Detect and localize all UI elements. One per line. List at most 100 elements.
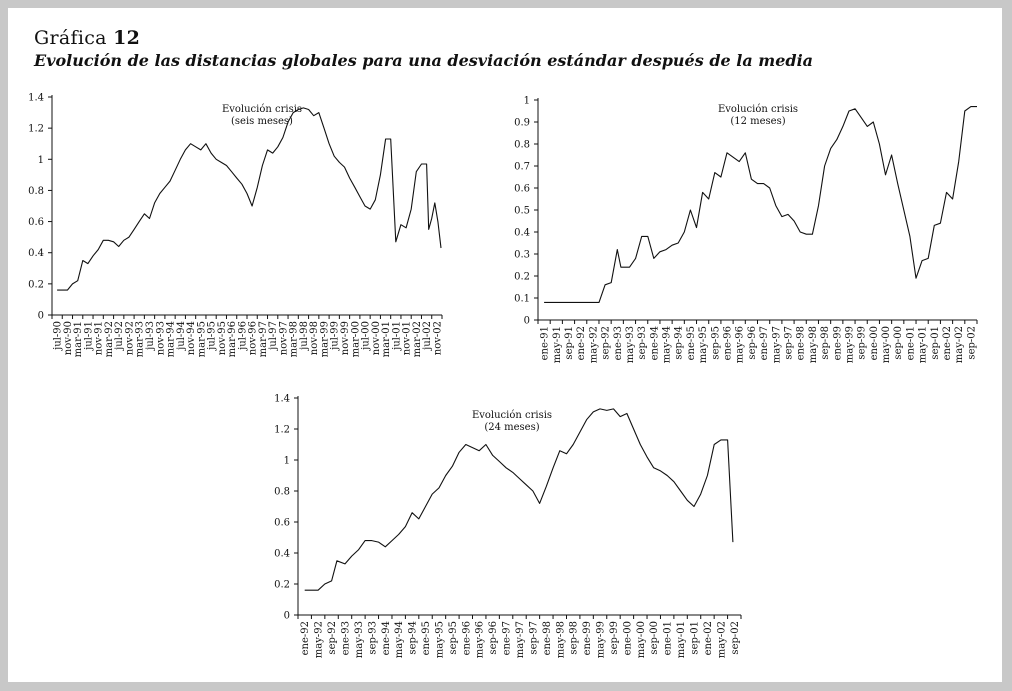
x-tick-label: sep-99 (609, 621, 620, 655)
y-tick-label: 0.8 (274, 487, 290, 498)
x-tick-label: may-98 (555, 621, 566, 658)
x-tick-label: sep-00 (649, 621, 660, 655)
x-tick-label: sep-02 (966, 326, 977, 360)
x-tick-label: sep-96 (488, 621, 499, 655)
x-tick-label: mar-95 (196, 321, 207, 357)
y-tick-label: 0.3 (514, 250, 530, 261)
x-tick-label: nov-94 (186, 321, 197, 355)
x-tick-label: may-00 (636, 621, 647, 658)
y-tick-label: 0.4 (274, 549, 290, 560)
chart-annotation: Evolución crisis (718, 104, 798, 115)
x-tick-label: nov-00 (371, 321, 382, 355)
x-tick-label: sep-91 (564, 326, 575, 360)
x-tick-label: may-94 (394, 621, 405, 658)
x-tick-label: ene-01 (905, 326, 916, 360)
x-tick-label: nov-96 (248, 321, 259, 355)
x-tick-label: sep-02 (730, 621, 741, 655)
x-tick-label: nov-98 (309, 321, 320, 355)
x-tick-label: jul-97 (268, 321, 279, 351)
y-tick-label: 0.2 (274, 580, 290, 591)
x-tick-label: may-99 (845, 326, 856, 363)
x-tick-label: sep-01 (690, 621, 701, 655)
x-tick-label: sep-99 (857, 326, 868, 360)
x-tick-label: ene-97 (759, 326, 770, 360)
y-tick-label: 0.9 (514, 118, 530, 129)
x-tick-label: may-98 (808, 326, 819, 363)
x-tick-label: jul-90 (53, 321, 64, 351)
x-tick-label: may-94 (662, 326, 673, 363)
chart-annotation: Evolución crisis (472, 410, 552, 421)
x-tick-label: ene-92 (576, 326, 587, 360)
y-tick-label: 0.8 (514, 140, 530, 151)
x-tick-label: jul-92 (114, 321, 125, 351)
x-tick-label: mar-94 (166, 321, 177, 357)
y-tick-label: 1.4 (28, 93, 44, 104)
chart-annotation: (12 meses) (730, 116, 785, 127)
y-tick-label: 0 (284, 611, 290, 622)
chart-annotation: (seis meses) (231, 116, 293, 127)
x-tick-label: nov-92 (125, 321, 136, 355)
y-tick-label: 0 (524, 316, 530, 327)
y-tick-label: 0.7 (514, 162, 530, 173)
x-tick-label: ene-02 (703, 621, 714, 655)
y-tick-label: 0.4 (514, 228, 530, 239)
y-tick-label: 0.8 (28, 186, 44, 197)
x-tick-label: may-97 (515, 621, 526, 658)
x-tick-label: may-99 (596, 621, 607, 658)
y-tick-label: 0 (38, 311, 44, 322)
x-tick-label: mar-00 (350, 321, 361, 357)
x-tick-label: nov-01 (402, 321, 413, 355)
y-tick-label: 1.2 (28, 124, 44, 135)
x-tick-label: nov-99 (340, 321, 351, 355)
x-tick-label: sep-95 (710, 326, 721, 360)
x-tick-label: sep-96 (747, 326, 758, 360)
x-tick-label: ene-95 (686, 326, 697, 360)
y-tick-label: 0.5 (514, 206, 530, 217)
x-tick-label: nov-93 (155, 321, 166, 355)
x-tick-label: sep-92 (327, 621, 338, 655)
x-tick-label: sep-00 (893, 326, 904, 360)
heading-number: 12 (113, 27, 141, 49)
x-tick-label: ene-00 (622, 621, 633, 655)
x-tick-label: sep-98 (820, 326, 831, 360)
x-tick-label: nov-97 (278, 321, 289, 355)
x-tick-label: may-92 (588, 326, 599, 363)
x-tick-label: ene-00 (869, 326, 880, 360)
y-tick-label: 1 (284, 456, 290, 467)
x-tick-label: jul-91 (83, 321, 94, 351)
x-tick-label: jul-00 (361, 321, 372, 351)
x-tick-label: sep-97 (784, 326, 795, 360)
y-tick-label: 0.4 (28, 248, 44, 259)
y-tick-label: 0.2 (28, 279, 44, 290)
x-tick-label: jul-93 (145, 321, 156, 351)
x-tick-label: may-93 (625, 326, 636, 363)
x-tick-label: jul-94 (176, 321, 187, 351)
x-tick-label: jul-99 (330, 321, 341, 351)
series-line (544, 106, 977, 303)
x-tick-label: ene-93 (613, 326, 624, 360)
x-tick-label: ene-98 (796, 326, 807, 360)
x-tick-label: may-01 (918, 326, 929, 363)
y-tick-label: 0.6 (28, 217, 44, 228)
x-tick-label: ene-94 (649, 326, 660, 360)
figure-heading: Gráfica 12 (34, 27, 140, 49)
y-tick-label: 1 (38, 155, 44, 166)
x-tick-label: nov-95 (217, 321, 228, 355)
x-tick-label: may-95 (698, 326, 709, 363)
x-tick-label: sep-95 (448, 621, 459, 655)
x-tick-label: sep-01 (930, 326, 941, 360)
x-tick-label: may-01 (676, 621, 687, 658)
x-tick-label: ene-91 (540, 326, 551, 360)
x-tick-label: may-96 (735, 326, 746, 363)
x-tick-label: mar-93 (135, 321, 146, 357)
y-tick-label: 1 (524, 96, 530, 107)
series-line (57, 107, 442, 291)
y-tick-label: 0.2 (514, 272, 530, 283)
heading-prefix: Gráfica (34, 27, 107, 49)
x-tick-label: ene-99 (832, 326, 843, 360)
chart-annotation: Evolución crisis (222, 104, 302, 115)
